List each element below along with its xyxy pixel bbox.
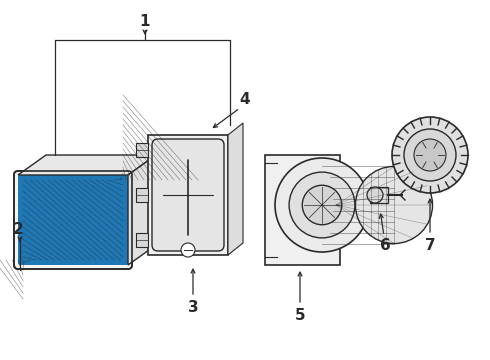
Circle shape <box>289 172 355 238</box>
FancyBboxPatch shape <box>14 171 132 269</box>
Bar <box>136 233 148 247</box>
FancyBboxPatch shape <box>18 175 128 265</box>
Polygon shape <box>228 123 243 255</box>
Text: 5: 5 <box>294 307 305 323</box>
Polygon shape <box>18 155 156 175</box>
Circle shape <box>181 243 195 257</box>
Circle shape <box>355 166 433 243</box>
Bar <box>228 149 238 161</box>
Circle shape <box>414 139 446 171</box>
Bar <box>370 187 388 203</box>
Text: 3: 3 <box>188 301 198 315</box>
Polygon shape <box>128 155 156 265</box>
Circle shape <box>367 187 383 203</box>
Text: 4: 4 <box>240 93 250 108</box>
FancyBboxPatch shape <box>152 139 224 251</box>
Circle shape <box>302 185 342 225</box>
Bar <box>148 135 228 255</box>
Bar <box>136 188 148 202</box>
Circle shape <box>392 117 468 193</box>
Circle shape <box>275 158 369 252</box>
Text: 1: 1 <box>140 14 150 30</box>
Circle shape <box>404 129 456 181</box>
Text: 6: 6 <box>380 238 391 252</box>
Bar <box>265 155 340 265</box>
Text: 2: 2 <box>13 222 24 238</box>
Text: 7: 7 <box>425 238 435 252</box>
Bar <box>228 229 238 241</box>
Bar <box>136 143 148 157</box>
